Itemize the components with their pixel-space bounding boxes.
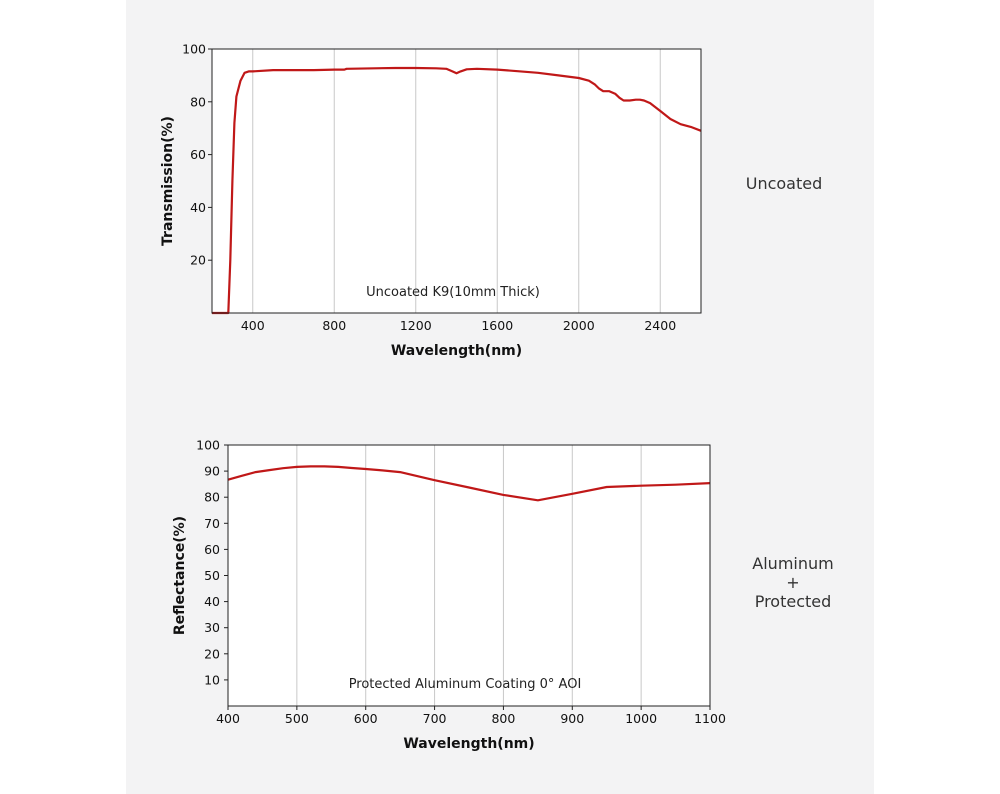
y-tick-label: 20 xyxy=(190,253,206,268)
x-tick-label: 500 xyxy=(285,711,309,726)
plot-area xyxy=(212,49,701,313)
series-line xyxy=(212,66,702,315)
x-tick-label: 1000 xyxy=(625,711,657,726)
y-tick-label: 100 xyxy=(196,438,220,453)
y-tick-label: 40 xyxy=(190,200,206,215)
y-tick-label: 80 xyxy=(204,490,220,505)
x-tick-label: 800 xyxy=(491,711,515,726)
x-tick-label: 700 xyxy=(423,711,447,726)
y-tick-label: 50 xyxy=(204,568,220,583)
transmission-chart: 20 40 60 80 100 400 800 1200 1600 2000 2400 Wavelen… xyxy=(160,42,702,359)
series-line xyxy=(227,465,711,502)
y-tick-label: 80 xyxy=(190,94,206,109)
y-tick-label: 40 xyxy=(204,594,220,609)
x-tick-label: 400 xyxy=(216,711,240,726)
side-label-line-2: + xyxy=(786,573,800,592)
side-label-uncoated: Uncoated xyxy=(745,174,823,193)
y-tick-label: 60 xyxy=(204,542,220,557)
side-label-line-1: Aluminum xyxy=(752,554,834,573)
y-tick-label: 30 xyxy=(204,620,220,635)
x-tick-label: 600 xyxy=(354,711,378,726)
y-tick-label: 90 xyxy=(204,464,220,479)
plot-frame xyxy=(211,48,702,314)
x-tick-label: 1100 xyxy=(694,711,726,726)
side-label-line-3: Protected xyxy=(754,592,832,611)
y-tick-label: 60 xyxy=(190,147,206,162)
chart-annotation: Uncoated K9(10mm Thick) xyxy=(366,285,540,300)
side-label-aluminum-protected: Aluminum + Protected xyxy=(738,554,848,611)
y-axis-title: Reflectance(%) xyxy=(172,516,188,635)
y-axis-title: Transmission(%) xyxy=(160,116,176,246)
reflectance-chart: 10 20 30 40 50 60 70 80 90 100 400 500 600 700 800 900 1… xyxy=(172,438,726,753)
x-tick-label: 2400 xyxy=(644,318,676,333)
x-tick-label: 2000 xyxy=(563,318,595,333)
chart-annotation: Protected Aluminum Coating 0° AOI xyxy=(349,677,582,692)
y-tick-label: 20 xyxy=(204,646,220,661)
x-axis-title: Wavelength(nm) xyxy=(391,343,522,359)
x-axis-title: Wavelength(nm) xyxy=(403,736,534,752)
plot-area xyxy=(228,445,710,706)
x-tick-label: 800 xyxy=(322,318,346,333)
x-tick-label: 1600 xyxy=(481,318,513,333)
x-tick-label: 1200 xyxy=(400,318,432,333)
x-tick-label: 400 xyxy=(241,318,265,333)
x-tick-label: 900 xyxy=(560,711,584,726)
y-tick-label: 10 xyxy=(204,672,220,687)
y-tick-label: 70 xyxy=(204,516,220,531)
y-tick-label: 100 xyxy=(182,42,206,57)
